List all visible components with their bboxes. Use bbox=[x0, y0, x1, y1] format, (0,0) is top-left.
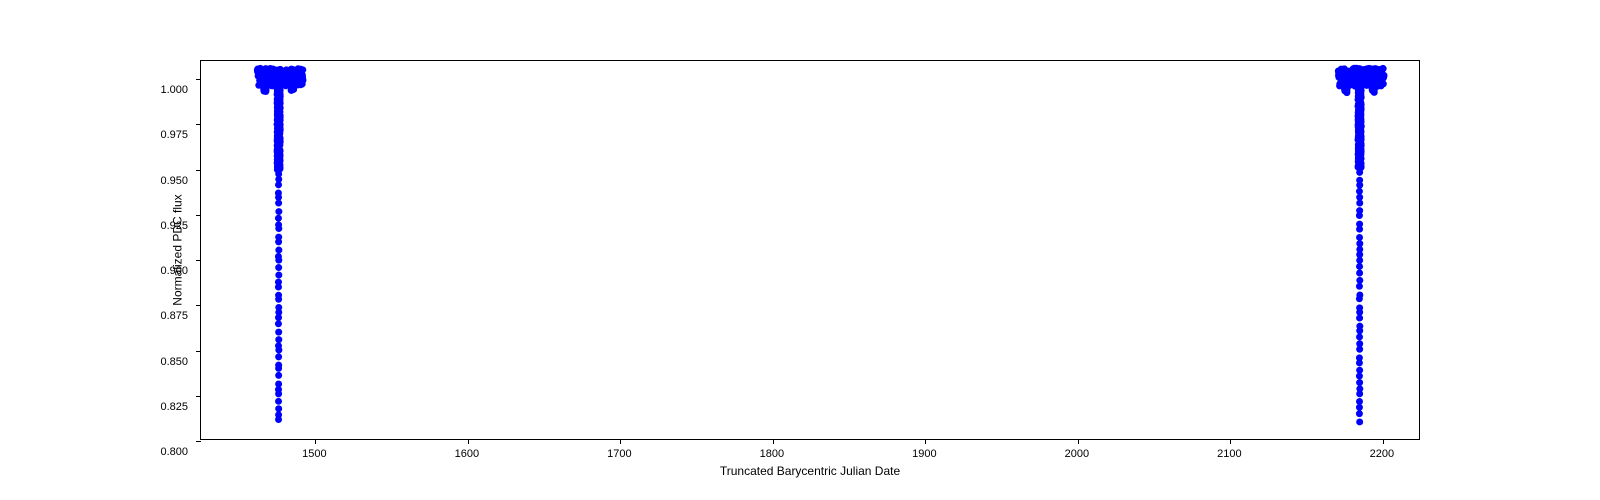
x-tick-mark bbox=[773, 439, 774, 444]
lightcurve-chart: Truncated Barycentric Julian Date Normal… bbox=[200, 60, 1420, 440]
x-tick-mark bbox=[315, 439, 316, 444]
x-tick-label: 1600 bbox=[455, 448, 479, 460]
x-tick-label: 1500 bbox=[302, 448, 326, 460]
y-tick-mark bbox=[196, 170, 201, 171]
y-tick-label: 0.800 bbox=[160, 446, 188, 458]
x-tick-label: 1900 bbox=[912, 448, 936, 460]
y-tick-label: 0.875 bbox=[160, 310, 188, 322]
y-tick-mark bbox=[196, 351, 201, 352]
y-tick-mark bbox=[196, 441, 201, 442]
y-tick-label: 0.825 bbox=[160, 401, 188, 413]
x-tick-mark bbox=[620, 439, 621, 444]
y-tick-label: 0.950 bbox=[160, 175, 188, 187]
y-tick-mark bbox=[196, 396, 201, 397]
y-tick-label: 0.925 bbox=[160, 220, 188, 232]
x-tick-label: 2100 bbox=[1217, 448, 1241, 460]
y-tick-label: 0.850 bbox=[160, 356, 188, 368]
x-tick-mark bbox=[1383, 439, 1384, 444]
x-tick-label: 2200 bbox=[1370, 448, 1394, 460]
x-tick-mark bbox=[925, 439, 926, 444]
x-tick-mark bbox=[1078, 439, 1079, 444]
y-tick-mark bbox=[196, 305, 201, 306]
y-tick-mark bbox=[196, 260, 201, 261]
y-tick-label: 0.975 bbox=[160, 129, 188, 141]
y-tick-mark bbox=[196, 124, 201, 125]
x-tick-label: 1700 bbox=[607, 448, 631, 460]
x-tick-label: 1800 bbox=[760, 448, 784, 460]
y-tick-mark bbox=[196, 79, 201, 80]
plot-area bbox=[200, 60, 1420, 440]
scatter-data-layer bbox=[201, 61, 1419, 439]
x-tick-mark bbox=[1230, 439, 1231, 444]
x-axis-label: Truncated Barycentric Julian Date bbox=[720, 464, 900, 478]
y-tick-label: 1.000 bbox=[160, 84, 188, 96]
y-axis-label: Normalized PDC flux bbox=[171, 194, 185, 305]
y-tick-label: 0.900 bbox=[160, 265, 188, 277]
x-tick-label: 2000 bbox=[1065, 448, 1089, 460]
x-tick-mark bbox=[468, 439, 469, 444]
y-tick-mark bbox=[196, 215, 201, 216]
